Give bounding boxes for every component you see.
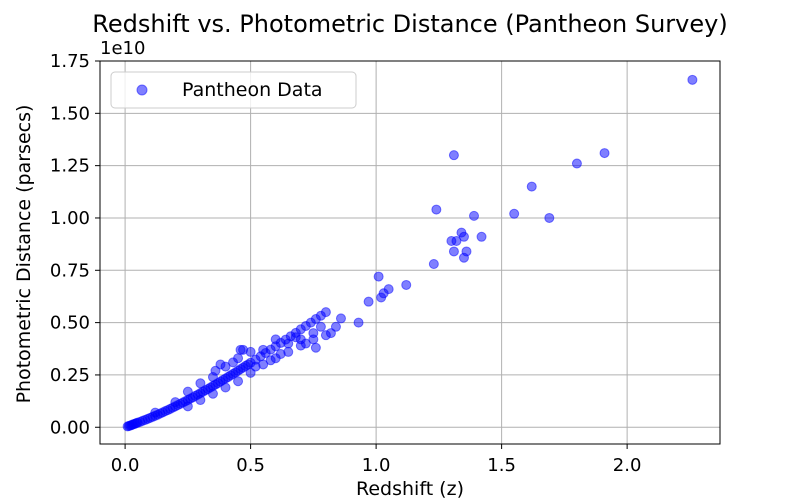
y-tick-label: 0.25 xyxy=(50,365,90,386)
data-point xyxy=(275,349,286,360)
data-point xyxy=(235,344,246,355)
data-point xyxy=(250,361,261,372)
x-tick-label: 0.5 xyxy=(236,455,265,476)
data-point xyxy=(290,332,301,343)
y-tick-label: 0.00 xyxy=(50,417,90,438)
data-point xyxy=(228,357,239,368)
data-point xyxy=(431,204,442,215)
x-tick-label: 2.0 xyxy=(613,455,642,476)
data-points xyxy=(122,74,698,432)
x-axis-label: Redshift (z) xyxy=(356,478,464,500)
data-point xyxy=(373,271,384,282)
data-point xyxy=(182,386,193,397)
data-point xyxy=(258,344,269,355)
data-point xyxy=(687,74,698,85)
data-point xyxy=(215,359,226,370)
data-point xyxy=(182,401,193,412)
data-point xyxy=(315,321,326,332)
data-point xyxy=(469,210,480,221)
data-point xyxy=(363,296,374,307)
data-point xyxy=(428,259,439,270)
y-tick-label: 0.50 xyxy=(50,313,90,334)
data-point xyxy=(544,212,555,223)
data-point xyxy=(335,313,346,324)
data-point xyxy=(383,284,394,295)
data-point xyxy=(195,378,206,389)
y-tick-label: 1.75 xyxy=(50,51,90,72)
x-tick-label: 1.0 xyxy=(362,455,391,476)
data-point xyxy=(150,407,161,418)
y-tick-label: 1.00 xyxy=(50,208,90,229)
data-point xyxy=(353,317,364,328)
data-point xyxy=(265,355,276,366)
data-point xyxy=(270,334,281,345)
data-point xyxy=(448,150,459,161)
data-point xyxy=(207,388,218,399)
data-point xyxy=(320,307,331,318)
y-tick-label: 0.75 xyxy=(50,260,90,281)
data-point xyxy=(476,231,487,242)
data-point xyxy=(233,376,244,387)
data-point xyxy=(283,338,294,349)
x-tick-label: 0.0 xyxy=(111,455,140,476)
legend-box xyxy=(110,71,357,109)
data-point xyxy=(195,395,206,406)
y-axis-label: Photometric Distance (parsecs) xyxy=(13,105,35,404)
data-point xyxy=(461,246,472,257)
x-axis-ticks: 0.0 0.5 1.0 1.5 2.0 xyxy=(111,444,642,476)
plot-frame xyxy=(99,60,721,445)
legend: Pantheon Data xyxy=(110,71,357,109)
grid-lines xyxy=(100,60,720,444)
data-point xyxy=(330,321,341,332)
data-point xyxy=(300,338,311,349)
x-tick-label: 1.5 xyxy=(487,455,516,476)
chart-title: Redshift vs. Photometric Distance (Panth… xyxy=(92,10,727,38)
data-point xyxy=(170,397,181,408)
data-point xyxy=(458,231,469,242)
data-point xyxy=(571,158,582,169)
data-point xyxy=(310,342,321,353)
data-point xyxy=(526,181,537,192)
data-point xyxy=(448,246,459,257)
legend-label: Pantheon Data xyxy=(182,79,323,101)
data-point xyxy=(509,208,520,219)
y-axis-ticks: 0.00 0.25 0.50 0.75 1.00 1.25 1.50 1.75 xyxy=(50,51,100,438)
y-offset-label: 1e10 xyxy=(100,38,145,59)
data-point xyxy=(451,235,462,246)
data-point xyxy=(599,148,610,159)
data-point xyxy=(401,279,412,290)
y-tick-label: 1.50 xyxy=(50,103,90,124)
data-point xyxy=(220,382,231,393)
y-tick-label: 1.25 xyxy=(50,156,90,177)
legend-marker xyxy=(136,84,148,96)
